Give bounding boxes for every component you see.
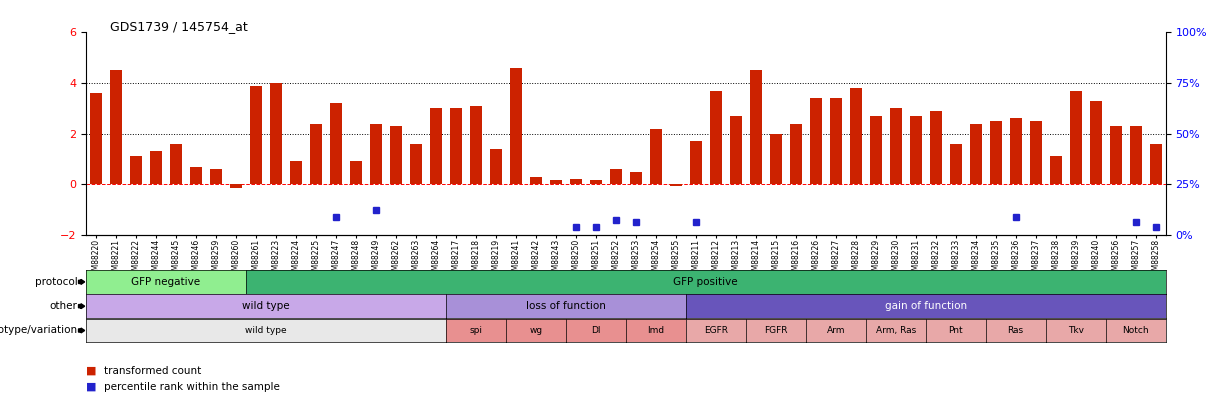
Bar [290, 162, 302, 184]
Bar [490, 149, 502, 184]
Text: GFP negative: GFP negative [131, 277, 200, 287]
Bar [250, 85, 261, 184]
Bar [969, 124, 982, 184]
Bar [670, 184, 682, 185]
Bar [550, 181, 562, 184]
Bar [150, 151, 162, 184]
Bar [450, 109, 461, 184]
Bar [590, 181, 601, 184]
Bar [429, 109, 442, 184]
Bar [509, 68, 521, 184]
Text: percentile rank within the sample: percentile rank within the sample [104, 382, 280, 392]
Bar [890, 109, 902, 184]
Bar [850, 88, 861, 184]
Bar [369, 124, 382, 184]
Bar [650, 129, 661, 184]
Bar [530, 177, 542, 184]
Text: Arm: Arm [827, 326, 845, 335]
Bar [930, 111, 941, 184]
Bar [690, 141, 702, 184]
Bar [470, 106, 482, 184]
Bar [1090, 101, 1102, 184]
Bar [1029, 121, 1042, 184]
Text: Dl: Dl [591, 326, 600, 335]
Bar [410, 144, 422, 184]
Text: other: other [49, 301, 77, 311]
Bar [870, 116, 882, 184]
Bar [1109, 126, 1121, 184]
Text: Tkv: Tkv [1067, 326, 1083, 335]
Text: EGFR: EGFR [704, 326, 728, 335]
Text: Ras: Ras [1007, 326, 1023, 335]
Text: Arm, Ras: Arm, Ras [876, 326, 915, 335]
Bar [829, 98, 842, 184]
Bar [750, 70, 762, 184]
Text: GDS1739 / 145754_at: GDS1739 / 145754_at [110, 20, 248, 33]
Bar [270, 83, 282, 184]
Bar [330, 103, 342, 184]
Bar [190, 166, 202, 184]
Bar [169, 144, 182, 184]
Bar [110, 70, 121, 184]
Bar [769, 134, 782, 184]
Text: spi: spi [469, 326, 482, 335]
Text: ■: ■ [86, 382, 97, 392]
Bar [390, 126, 401, 184]
Text: genotype/variation: genotype/variation [0, 326, 77, 335]
Text: loss of function: loss of function [526, 301, 606, 311]
Text: protocol: protocol [34, 277, 77, 287]
Bar [950, 144, 962, 184]
Bar [709, 91, 721, 184]
Text: ■: ■ [86, 366, 97, 375]
Bar [1010, 118, 1022, 184]
Bar [790, 124, 801, 184]
Text: Imd: Imd [647, 326, 664, 335]
Bar [730, 116, 742, 184]
Bar [1049, 156, 1061, 184]
Text: FGFR: FGFR [764, 326, 788, 335]
Bar [90, 93, 102, 184]
Bar [210, 169, 222, 184]
Text: Notch: Notch [1123, 326, 1148, 335]
Bar [569, 179, 582, 184]
Text: GFP positive: GFP positive [674, 277, 739, 287]
Text: Pnt: Pnt [948, 326, 963, 335]
Bar [130, 156, 142, 184]
Bar [350, 162, 362, 184]
Bar [909, 116, 921, 184]
Bar [1150, 144, 1162, 184]
Bar [990, 121, 1001, 184]
Bar [1130, 126, 1141, 184]
Bar [610, 169, 622, 184]
Text: wild type: wild type [245, 326, 287, 335]
Text: transformed count: transformed count [104, 366, 201, 375]
Text: gain of function: gain of function [885, 301, 967, 311]
Text: wild type: wild type [242, 301, 290, 311]
Bar [1070, 91, 1082, 184]
Bar [229, 184, 242, 188]
Bar [810, 98, 822, 184]
Bar [629, 172, 642, 184]
Text: wg: wg [529, 326, 542, 335]
Bar [310, 124, 321, 184]
